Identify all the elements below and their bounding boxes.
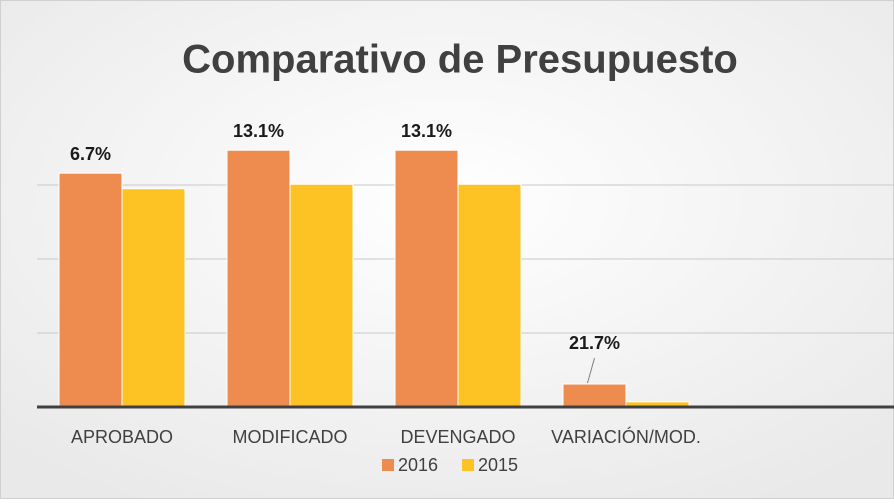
bar <box>394 149 459 408</box>
bar <box>121 188 186 408</box>
bar <box>226 149 291 408</box>
legend-label: 2016 <box>398 455 438 475</box>
x-tick-label: VARIACIÓN/MOD. <box>551 426 701 447</box>
bar <box>289 183 354 408</box>
data-label: 13.1% <box>233 121 284 141</box>
data-label: 13.1% <box>401 121 452 141</box>
legend-swatch <box>382 459 394 471</box>
chart-title: Comparativo de Presupuesto <box>182 38 738 82</box>
legend-label: 2015 <box>478 455 518 475</box>
data-label: 21.7% <box>569 333 620 353</box>
bar <box>58 172 123 408</box>
legend-swatch <box>462 459 474 471</box>
bar <box>457 183 522 408</box>
bar <box>562 383 627 408</box>
x-tick-label: DEVENGADO <box>400 427 515 447</box>
x-tick-label: APROBADO <box>71 427 173 447</box>
data-label: 6.7% <box>70 144 111 164</box>
x-tick-label: MODIFICADO <box>233 427 348 447</box>
leader-line <box>587 357 595 384</box>
